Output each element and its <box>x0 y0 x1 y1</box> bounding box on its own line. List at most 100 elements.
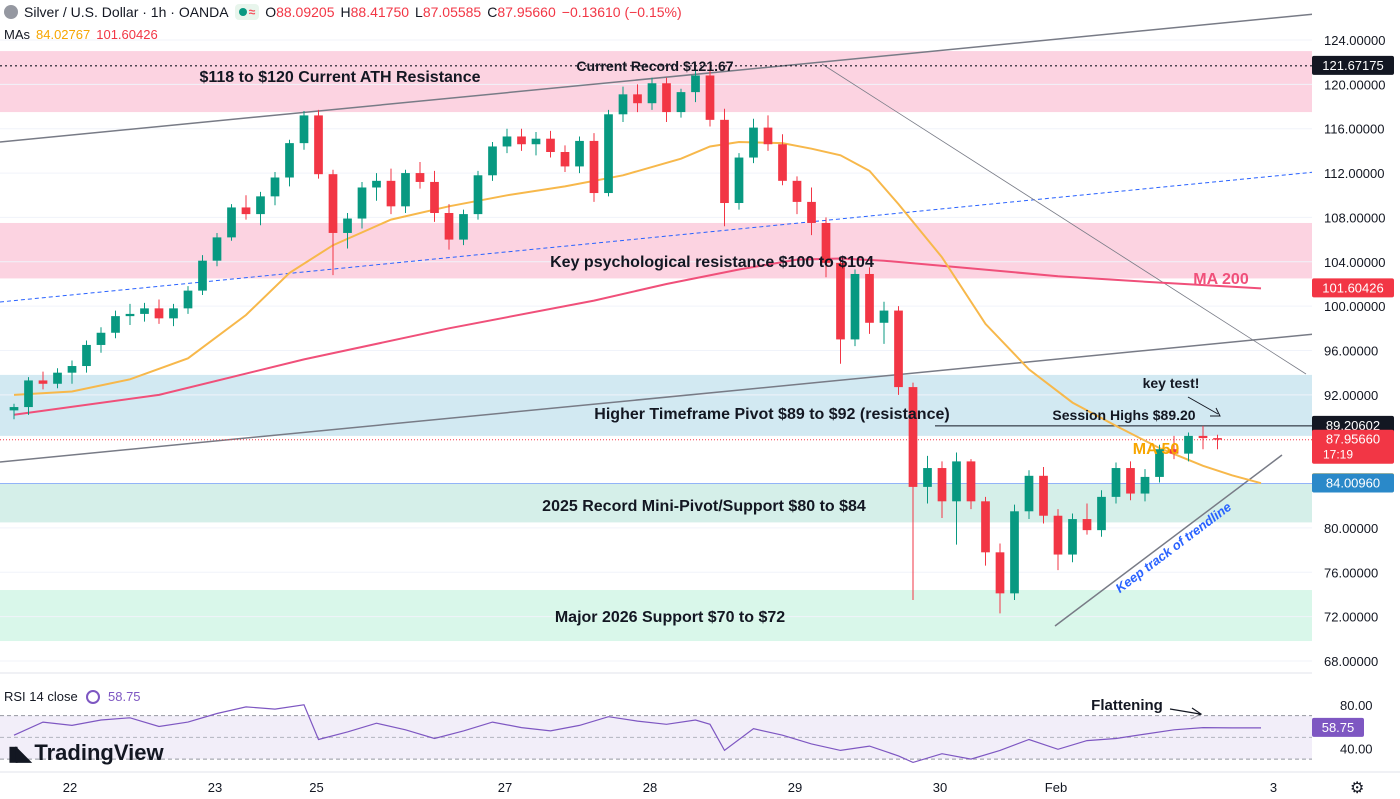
mas-label: MAs <box>4 27 30 42</box>
time-axis[interactable]: 22 23 25 27 28 29 30 Feb 3 <box>0 771 1400 795</box>
flattening-label: Flattening <box>1091 697 1163 714</box>
candle-body <box>1068 519 1077 555</box>
rsi-value-box <box>1312 717 1364 737</box>
ma200-label: MA 200 <box>1193 271 1249 288</box>
candle-body <box>720 119 729 204</box>
ma200-line <box>13 257 1262 416</box>
candle-body <box>1024 475 1034 512</box>
candle-body <box>9 407 19 411</box>
candle-body <box>430 181 439 213</box>
candle-body <box>473 175 483 215</box>
candle-body <box>966 461 976 502</box>
time-tick-label: 3 <box>1270 780 1277 795</box>
candle-body <box>1039 475 1048 516</box>
ohlc-open: O88.09205 <box>265 4 335 20</box>
time-tick-label: Feb <box>1045 780 1067 795</box>
ohlc-change: −0.13610 (−0.15%) <box>561 4 682 20</box>
time-tick-label: 23 <box>208 780 222 795</box>
candle-body <box>1111 468 1121 497</box>
price-label-text: 89.20602 <box>1326 418 1380 433</box>
ohlc-high: H88.41750 <box>340 4 410 20</box>
wave-icon: ≈ <box>248 5 256 19</box>
candle-body <box>285 143 294 178</box>
key-test-arrowhead <box>1210 407 1221 417</box>
candle-body <box>865 273 874 323</box>
zone-label: $118 to $120 Current ATH Resistance <box>199 69 480 86</box>
tradingview-logo[interactable]: ▮◣ TradingView <box>8 740 164 766</box>
time-tick-label: 30 <box>933 780 947 795</box>
price-label-box <box>1312 278 1394 298</box>
candle-body <box>125 313 135 317</box>
candle-body <box>778 144 787 181</box>
candle-body <box>415 173 425 182</box>
ma50-line <box>13 140 1262 485</box>
price-tick-label: 116.00000 <box>1324 122 1385 137</box>
candle-body <box>618 94 628 115</box>
candle-body <box>1140 476 1150 494</box>
settings-gear-icon[interactable]: ⚙ <box>1350 780 1365 797</box>
countdown-label: 17:19 <box>1323 448 1353 462</box>
candle-body <box>96 332 106 345</box>
market-open-icon <box>238 8 247 16</box>
candle-body <box>1126 468 1135 494</box>
key-test-label: key test! <box>1143 375 1200 391</box>
price-tick-label: 124.00000 <box>1324 33 1385 48</box>
symbol-header[interactable]: Silver / U.S. Dollar · 1h · OANDA ≈ O88.… <box>4 4 682 20</box>
candle-body <box>995 552 1005 594</box>
candle-body <box>1053 515 1063 555</box>
price-axis-bg <box>1312 0 1400 799</box>
candle-body <box>952 461 961 502</box>
candle-body <box>270 177 280 197</box>
market-status-badge[interactable]: ≈ <box>234 4 260 20</box>
candle-body <box>676 92 686 113</box>
descending-trendline <box>821 63 1307 375</box>
candle-body <box>836 262 845 340</box>
symbol-title[interactable]: Silver / U.S. Dollar · 1h · OANDA <box>24 4 229 20</box>
ma200-legend-value: 101.60426 <box>96 27 158 42</box>
candle-body <box>1082 519 1092 531</box>
price-axis[interactable]: 124.00000 120.00000 116.00000 112.00000 108.… <box>1312 0 1400 799</box>
candle-body <box>67 366 77 373</box>
rsi-pane: RSI 14 close 58.75 <box>0 672 1312 764</box>
candle-body <box>372 180 381 188</box>
flattening-arrow <box>1169 708 1201 715</box>
candle-body <box>154 308 164 319</box>
candle-body <box>604 114 613 194</box>
price-tick-label: 68.00000 <box>1324 654 1378 669</box>
candle-body <box>517 136 526 145</box>
rsi-legend-label: RSI 14 close <box>4 689 78 704</box>
candle-body <box>821 222 831 263</box>
candle-body <box>662 83 671 113</box>
candle-body <box>241 207 251 215</box>
price-tick-label: 80.00000 <box>1324 521 1378 536</box>
candle-body <box>792 180 802 202</box>
candle-body <box>734 157 744 204</box>
candle-body <box>1184 435 1193 454</box>
candle-body <box>575 140 584 167</box>
candle-body <box>633 94 642 104</box>
candle-body <box>1169 449 1179 454</box>
price-tick-label: 100.00000 <box>1324 299 1385 314</box>
upper-channel-line <box>0 13 1316 143</box>
candle-body <box>24 380 33 408</box>
ohlc-close: C87.95660 <box>487 4 556 20</box>
price-tick-label: 72.00000 <box>1324 610 1378 625</box>
candle-body <box>850 273 860 340</box>
rsi-indicator-icon <box>86 690 100 704</box>
trendlines-layer <box>0 13 1316 627</box>
candle-body <box>183 290 193 309</box>
candle-body <box>546 138 555 153</box>
price-tick-label: 76.00000 <box>1324 565 1378 580</box>
mas-legend[interactable]: MAs 84.02767 101.60426 <box>4 27 158 42</box>
candle-body <box>111 316 120 333</box>
price-tick-label: 120.00000 <box>1324 77 1385 92</box>
candle-body <box>256 196 265 215</box>
candle-body <box>401 173 410 207</box>
lower-channel-line <box>0 333 1316 463</box>
candle-body <box>763 127 773 145</box>
candle-body <box>1155 449 1164 477</box>
candle-body <box>894 310 903 388</box>
candle-body <box>807 201 816 223</box>
mid-channel-dashed-line <box>0 171 1316 303</box>
